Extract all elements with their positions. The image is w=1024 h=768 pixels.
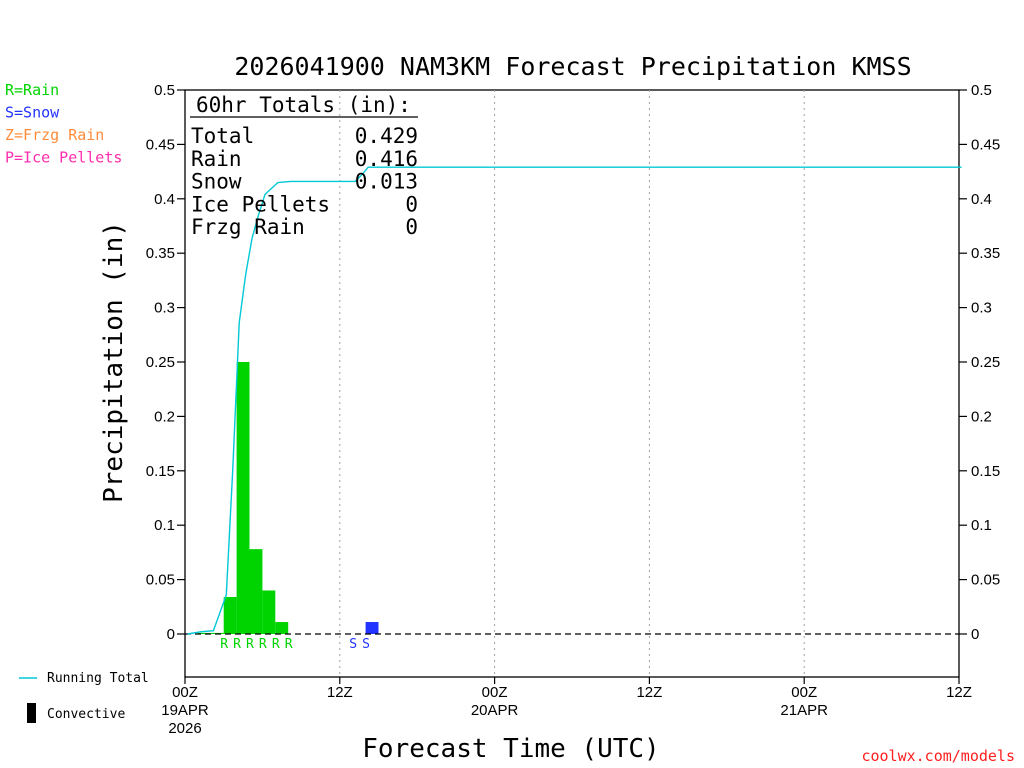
vertical-gridlines — [339, 90, 805, 677]
totals-row-label: Total — [191, 124, 254, 148]
legend-type-label: Z=Frzg Rain — [5, 126, 104, 144]
y-tick-label-left: 0 — [167, 626, 175, 643]
totals-row-label: Ice Pellets — [191, 192, 330, 216]
y-tick-label-right: 0.15 — [971, 463, 1000, 480]
chart-title: 2026041900 NAM3KM Forecast Precipitation… — [234, 52, 911, 81]
y-tick-label-right: 0.35 — [971, 245, 1000, 262]
y-tick-label-left: 0.3 — [154, 300, 175, 317]
legend-type-label: R=Rain — [5, 81, 59, 99]
totals-row-value: 0.416 — [355, 147, 418, 171]
y-tick-label-right: 0.4 — [971, 191, 992, 208]
y-tick-label-left: 0.2 — [154, 408, 175, 425]
precip-type-marker: R — [285, 637, 293, 652]
y-tick-label-right: 0.45 — [971, 136, 1000, 153]
precip-type-marker: S — [349, 637, 357, 652]
y-axis: 0 00.05 0.050.1 0.10.15 0.150.2 0.20.25 0.250.… — [146, 82, 1000, 643]
convective-legend-swatch — [27, 703, 36, 723]
totals-table: Total 0.429 Rain 0.416 Snow 0.013 Ice Pellets 0… — [191, 124, 418, 239]
y-tick-label-left: 0.5 — [154, 82, 175, 99]
totals-header: 60hr Totals (in): — [196, 93, 411, 117]
legend-type-label: S=Snow — [5, 104, 60, 122]
y-axis-label: Precipitation (in) — [99, 221, 129, 503]
y-tick-label-left: 0.25 — [146, 354, 175, 371]
totals-row-label: Snow — [191, 170, 242, 194]
x-tick-label: 12Z — [636, 684, 662, 701]
precip-type-legend: R=Rain S=Snow Z=Frzg Rain P=Ice Pellets — [5, 81, 122, 167]
precip-bar — [262, 590, 276, 634]
precip-bar — [365, 622, 379, 634]
x-tick-label: 00Z — [172, 684, 198, 701]
y-tick-label-left: 0.35 — [146, 245, 175, 262]
precip-type-marker: S — [362, 637, 370, 652]
convective-legend-label: Convective — [47, 707, 125, 722]
precip-bar — [249, 549, 263, 634]
x-axis-label: Forecast Time (UTC) — [362, 734, 659, 764]
y-tick-label-left: 0.4 — [154, 191, 175, 208]
precip-bar — [197, 632, 211, 634]
totals-row-value: 0 — [405, 215, 418, 239]
y-tick-label-right: 0.3 — [971, 300, 992, 317]
x-tick-label: 12Z — [327, 684, 353, 701]
x-tick-label: 21APR — [780, 702, 828, 719]
x-tick-label: 20APR — [471, 702, 519, 719]
y-tick-label-left: 0.1 — [154, 517, 175, 534]
totals-row-label: Rain — [191, 147, 242, 171]
precip-type-marker: R — [233, 637, 241, 652]
y-tick-label-right: 0.5 — [971, 82, 992, 99]
plot-frame — [184, 89, 960, 678]
totals-row-label: Frzg Rain — [191, 215, 305, 239]
y-tick-label-right: 0 — [971, 626, 979, 643]
precip-type-marker: R — [272, 637, 280, 652]
precip-bar — [236, 362, 250, 634]
precip-bars — [197, 362, 379, 634]
totals-row-value: 0.429 — [355, 124, 418, 148]
x-tick-label: 12Z — [946, 684, 972, 701]
y-tick-label-left: 0.45 — [146, 136, 175, 153]
precip-bar — [223, 597, 237, 634]
x-tick-label: 19APR — [161, 702, 209, 719]
x-tick-label: 2026 — [168, 720, 201, 737]
credit-text: coolwx.com/models — [861, 747, 1015, 765]
y-tick-label-left: 0.15 — [146, 463, 175, 480]
y-tick-label-right: 0.05 — [971, 572, 1000, 589]
precip-type-marker: R — [220, 637, 228, 652]
legend-type-label: P=Ice Pellets — [5, 149, 122, 167]
precip-type-marker: R — [246, 637, 254, 652]
y-tick-label-right: 0.25 — [971, 354, 1000, 371]
precip-bar — [275, 622, 289, 634]
running-total-line — [187, 166, 962, 635]
x-tick-label: 00Z — [482, 684, 508, 701]
x-tick-label: 00Z — [791, 684, 817, 701]
y-tick-label-right: 0.1 — [971, 517, 992, 534]
y-tick-label-left: 0.05 — [146, 572, 175, 589]
totals-row-value: 0.013 — [355, 170, 418, 194]
totals-row-value: 0 — [405, 192, 418, 216]
running-total-legend-label: Running Total — [47, 671, 149, 686]
y-tick-label-right: 0.2 — [971, 408, 992, 425]
precip-type-marker: R — [259, 637, 267, 652]
